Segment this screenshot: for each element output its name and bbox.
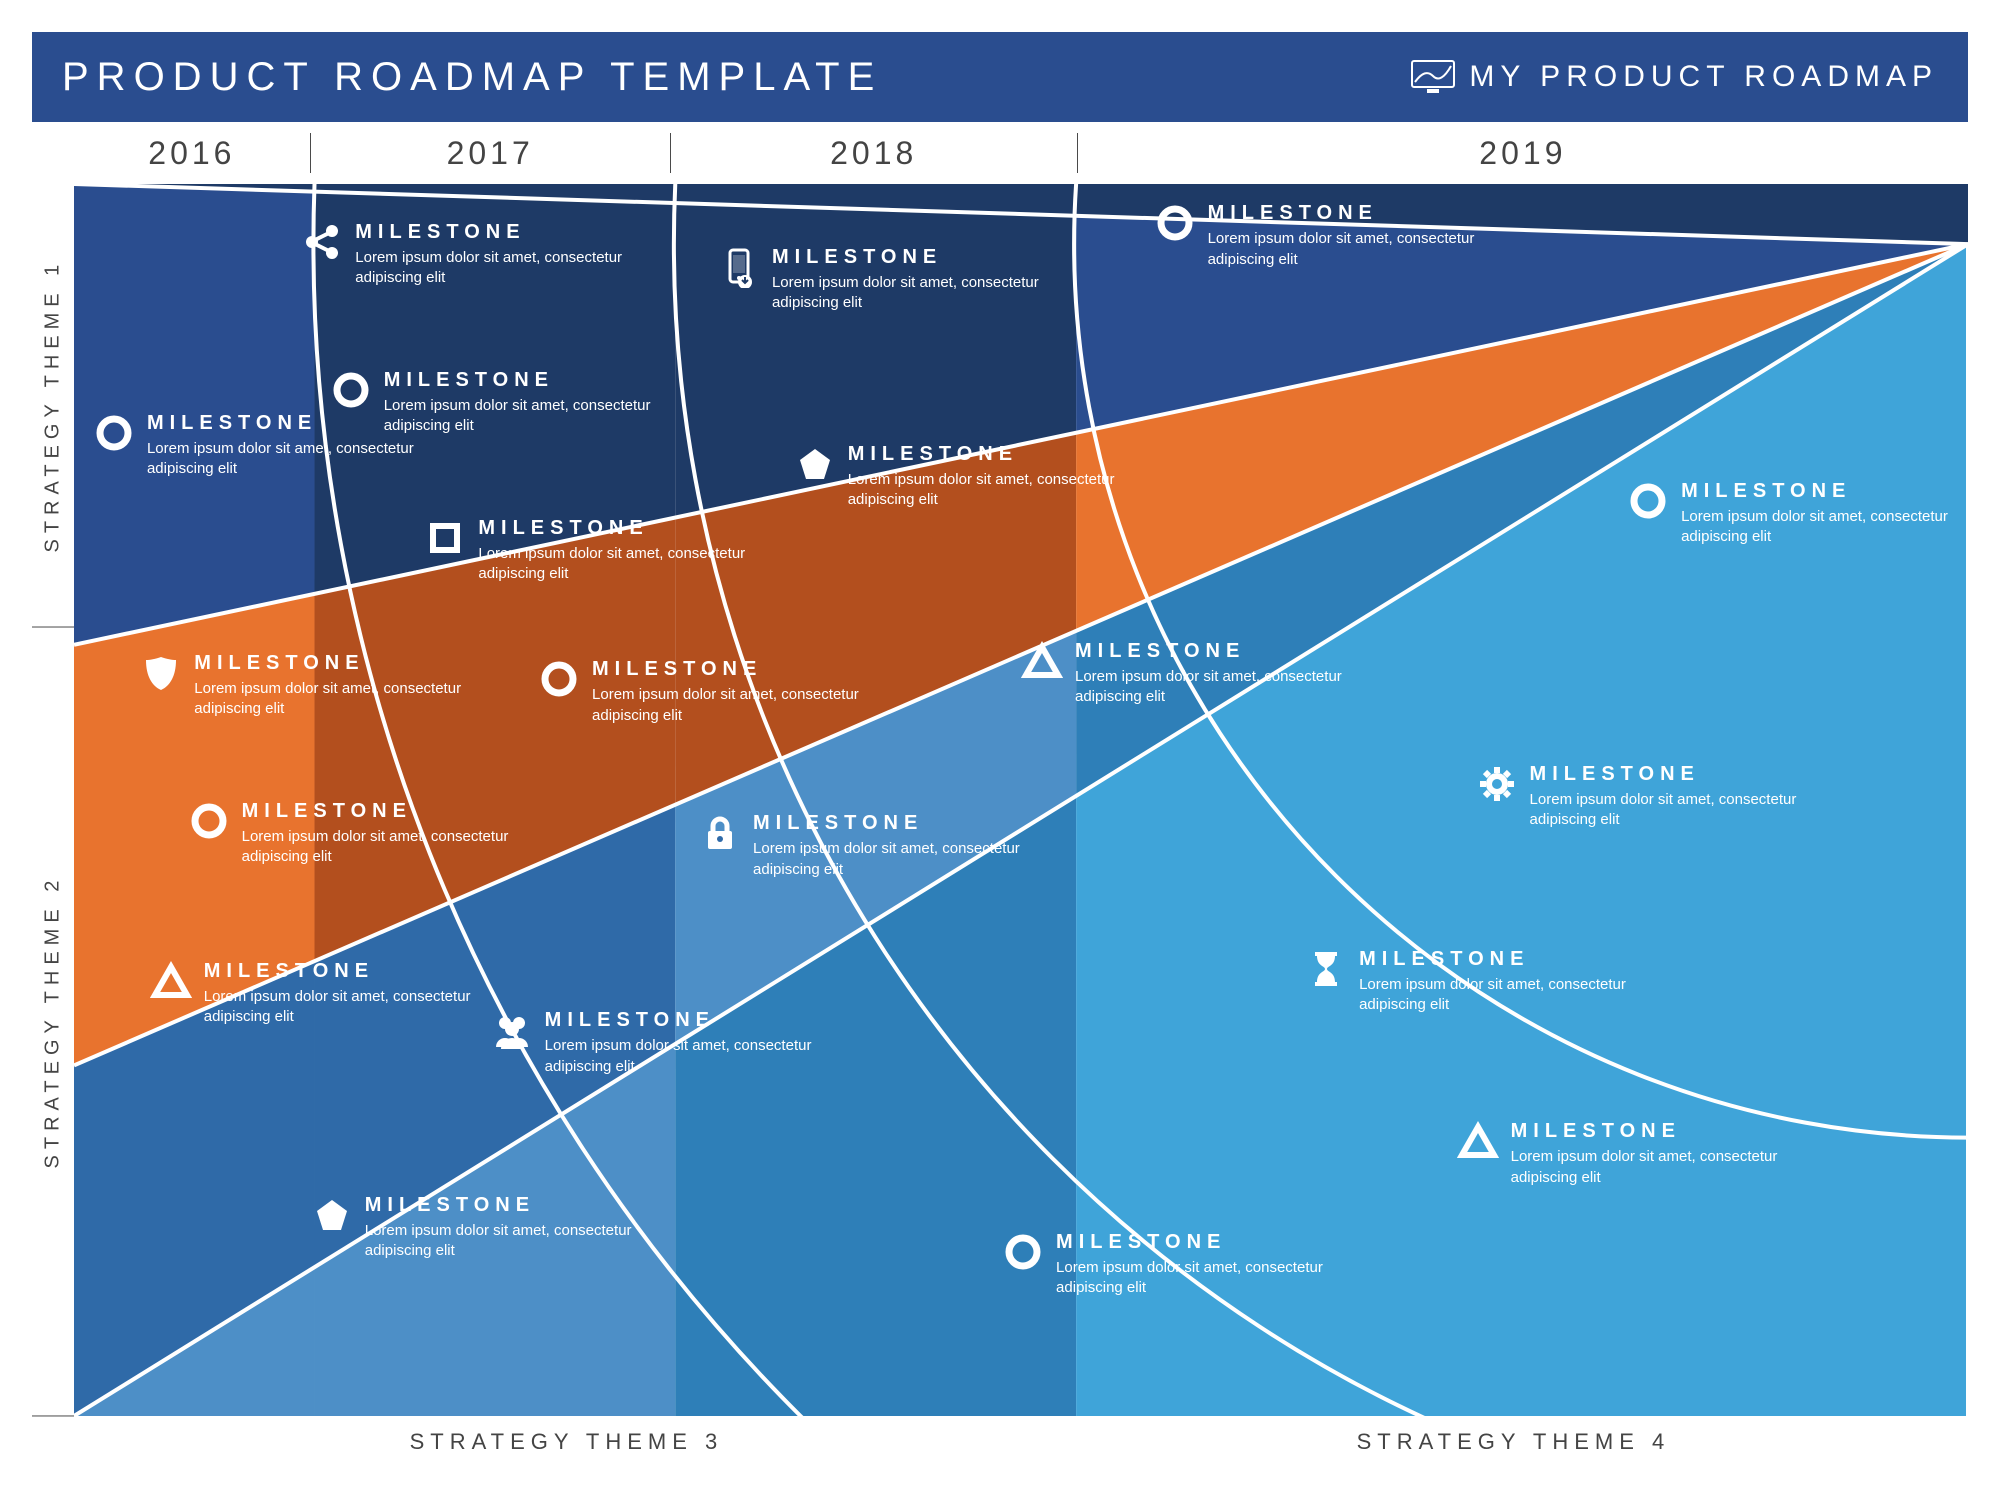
milestone-desc: Lorem ipsum dolor sit amet, consectetur … xyxy=(753,839,1039,880)
milestone: MILESTONE Lorem ipsum dolor sit amet, con… xyxy=(538,658,878,726)
milestone: MILESTONE Lorem ipsum dolor sit amet, con… xyxy=(311,1194,651,1262)
milestone: MILESTONE Lorem ipsum dolor sit amet, con… xyxy=(1305,948,1645,1016)
theme-label-horizontal: STRATEGY THEME 3 xyxy=(74,1429,1059,1455)
milestone-title: MILESTONE xyxy=(1359,948,1645,971)
brand-text: MY PRODUCT ROADMAP xyxy=(1469,60,1938,94)
milestone: MILESTONE Lorem ipsum dolor sit amet, con… xyxy=(424,517,764,585)
milestone-title: MILESTONE xyxy=(1056,1231,1342,1254)
year-label: 2017 xyxy=(311,133,671,173)
phone-icon xyxy=(718,246,760,288)
milestone-desc: Lorem ipsum dolor sit amet, consectetur … xyxy=(1681,507,1967,548)
left-theme-axis: STRATEGY THEME 1STRATEGY THEME 2 xyxy=(32,184,74,1416)
milestone: MILESTONE Lorem ipsum dolor sit amet, con… xyxy=(1457,1120,1797,1188)
ring-icon xyxy=(188,800,230,842)
milestone-desc: Lorem ipsum dolor sit amet, consectetur … xyxy=(478,544,764,585)
milestone: MILESTONE Lorem ipsum dolor sit amet, con… xyxy=(301,221,641,289)
milestone-desc: Lorem ipsum dolor sit amet, consectetur … xyxy=(592,685,878,726)
milestone-title: MILESTONE xyxy=(772,246,1058,269)
theme-label-horizontal: STRATEGY THEME 4 xyxy=(1059,1429,1968,1455)
milestone-desc: Lorem ipsum dolor sit amet, consectetur … xyxy=(1056,1258,1342,1299)
milestone: MILESTONE Lorem ipsum dolor sit amet, con… xyxy=(794,443,1134,511)
milestone-title: MILESTONE xyxy=(848,443,1134,466)
people-icon xyxy=(491,1009,533,1051)
square-icon xyxy=(424,517,466,559)
triangle-icon xyxy=(150,960,192,1002)
milestone-desc: Lorem ipsum dolor sit amet, consectetur … xyxy=(147,439,433,480)
milestone: MILESTONE Lorem ipsum dolor sit amet, con… xyxy=(1476,763,1816,831)
triangle-icon xyxy=(1021,640,1063,682)
milestone-title: MILESTONE xyxy=(1681,480,1967,503)
page-title: PRODUCT ROADMAP TEMPLATE xyxy=(62,55,882,100)
pentagon-icon xyxy=(794,443,836,485)
ring-icon xyxy=(93,412,135,454)
milestone-desc: Lorem ipsum dolor sit amet, consectetur … xyxy=(848,470,1134,511)
milestone-desc: Lorem ipsum dolor sit amet, consectetur … xyxy=(1208,229,1494,270)
pentagon-icon xyxy=(311,1194,353,1236)
year-label: 2019 xyxy=(1078,133,1968,173)
milestone-title: MILESTONE xyxy=(355,221,641,244)
milestone: MILESTONE Lorem ipsum dolor sit amet, con… xyxy=(1021,640,1361,708)
milestone-desc: Lorem ipsum dolor sit amet, consectetur … xyxy=(204,987,490,1028)
header-bar: PRODUCT ROADMAP TEMPLATE MY PRODUCT ROAD… xyxy=(32,32,1968,122)
ring-icon xyxy=(330,369,372,411)
milestone: MILESTONE Lorem ipsum dolor sit amet, con… xyxy=(491,1009,831,1077)
ring-icon xyxy=(1627,480,1669,522)
milestone-desc: Lorem ipsum dolor sit amet, consectetur … xyxy=(1530,790,1816,831)
milestone: MILESTONE Lorem ipsum dolor sit amet, con… xyxy=(718,246,1058,314)
milestone: MILESTONE Lorem ipsum dolor sit amet, con… xyxy=(1154,202,1494,270)
year-axis: 2016201720182019 xyxy=(74,122,1968,184)
milestone: MILESTONE Lorem ipsum dolor sit amet, con… xyxy=(93,412,433,480)
milestone-title: MILESTONE xyxy=(194,652,480,675)
milestone-desc: Lorem ipsum dolor sit amet, consectetur … xyxy=(1511,1147,1797,1188)
milestone-title: MILESTONE xyxy=(753,812,1039,835)
milestone-title: MILESTONE xyxy=(365,1194,651,1217)
milestone-title: MILESTONE xyxy=(1208,202,1494,225)
milestone-desc: Lorem ipsum dolor sit amet, consectetur … xyxy=(1075,667,1361,708)
theme-label-vertical: STRATEGY THEME 1 xyxy=(32,184,74,628)
shield-icon xyxy=(140,652,182,694)
share-icon xyxy=(301,221,343,263)
lock-icon xyxy=(699,812,741,854)
milestone-desc: Lorem ipsum dolor sit amet, consectetur … xyxy=(194,679,480,720)
year-label: 2018 xyxy=(671,133,1078,173)
milestone-title: MILESTONE xyxy=(592,658,878,681)
milestone-desc: Lorem ipsum dolor sit amet, consectetur … xyxy=(772,273,1058,314)
ring-icon xyxy=(1154,202,1196,244)
milestone-title: MILESTONE xyxy=(545,1009,831,1032)
bottom-theme-axis: STRATEGY THEME 3STRATEGY THEME 4 xyxy=(74,1416,1968,1468)
milestone-desc: Lorem ipsum dolor sit amet, consectetur … xyxy=(545,1036,831,1077)
milestone-title: MILESTONE xyxy=(478,517,764,540)
triangle-icon xyxy=(1457,1120,1499,1162)
theme-label-vertical: STRATEGY THEME 2 xyxy=(32,628,74,1416)
brand-logo-icon xyxy=(1411,60,1455,94)
milestone-title: MILESTONE xyxy=(147,412,433,435)
milestone: MILESTONE Lorem ipsum dolor sit amet, con… xyxy=(150,960,490,1028)
milestone-title: MILESTONE xyxy=(1075,640,1361,663)
milestone: MILESTONE Lorem ipsum dolor sit amet, con… xyxy=(1627,480,1967,548)
milestone-title: MILESTONE xyxy=(1511,1120,1797,1143)
year-label: 2016 xyxy=(74,133,311,173)
gear-icon xyxy=(1476,763,1518,805)
milestone-desc: Lorem ipsum dolor sit amet, consectetur … xyxy=(365,1221,651,1262)
milestone-title: MILESTONE xyxy=(384,369,670,392)
milestone-title: MILESTONE xyxy=(204,960,490,983)
milestone-desc: Lorem ipsum dolor sit amet, consectetur … xyxy=(1359,975,1645,1016)
milestone: MILESTONE Lorem ipsum dolor sit amet, con… xyxy=(188,800,528,868)
milestone: MILESTONE Lorem ipsum dolor sit amet, con… xyxy=(140,652,480,720)
milestone: MILESTONE Lorem ipsum dolor sit amet, con… xyxy=(1002,1231,1342,1299)
hourglass-icon xyxy=(1305,948,1347,990)
milestone-desc: Lorem ipsum dolor sit amet, consectetur … xyxy=(242,827,528,868)
milestone-desc: Lorem ipsum dolor sit amet, consectetur … xyxy=(355,248,641,289)
milestone-title: MILESTONE xyxy=(1530,763,1816,786)
roadmap-canvas: MILESTONE Lorem ipsum dolor sit amet, con… xyxy=(74,184,1968,1416)
milestone: MILESTONE Lorem ipsum dolor sit amet, con… xyxy=(699,812,1039,880)
ring-icon xyxy=(538,658,580,700)
milestone-title: MILESTONE xyxy=(242,800,528,823)
ring-icon xyxy=(1002,1231,1044,1273)
brand: MY PRODUCT ROADMAP xyxy=(1411,60,1938,94)
